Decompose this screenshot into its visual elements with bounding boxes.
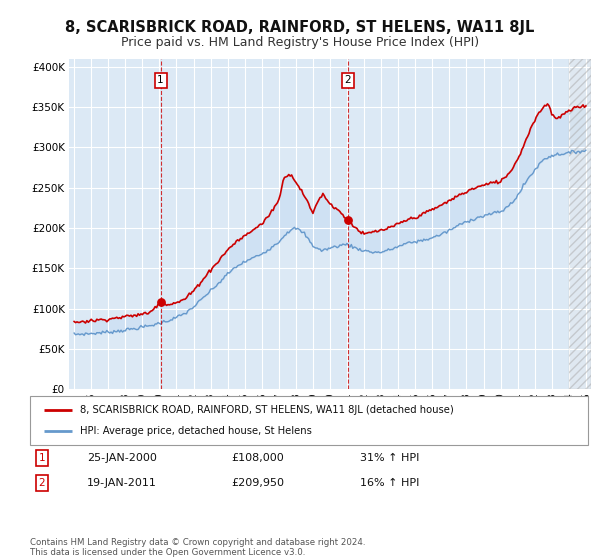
Text: 25-JAN-2000: 25-JAN-2000 (87, 453, 157, 463)
Text: £108,000: £108,000 (231, 453, 284, 463)
Point (156, 298, 166, 307)
Text: 16% ↑ HPI: 16% ↑ HPI (360, 478, 419, 488)
Text: 1: 1 (157, 75, 164, 85)
Text: 31% ↑ HPI: 31% ↑ HPI (360, 453, 419, 463)
Text: 2: 2 (344, 75, 351, 85)
Text: 2: 2 (38, 478, 46, 488)
Point (343, 216, 353, 225)
Text: 8, SCARISBRICK ROAD, RAINFORD, ST HELENS, WA11 8JL (detached house): 8, SCARISBRICK ROAD, RAINFORD, ST HELENS… (80, 405, 454, 415)
Text: 8, SCARISBRICK ROAD, RAINFORD, ST HELENS, WA11 8JL: 8, SCARISBRICK ROAD, RAINFORD, ST HELENS… (65, 20, 535, 35)
FancyBboxPatch shape (30, 396, 588, 445)
Text: Contains HM Land Registry data © Crown copyright and database right 2024.
This d: Contains HM Land Registry data © Crown c… (30, 538, 365, 557)
Text: £209,950: £209,950 (231, 478, 284, 488)
Text: HPI: Average price, detached house, St Helens: HPI: Average price, detached house, St H… (80, 426, 312, 436)
Text: 19-JAN-2011: 19-JAN-2011 (87, 478, 157, 488)
Text: 1: 1 (38, 453, 46, 463)
Text: Price paid vs. HM Land Registry's House Price Index (HPI): Price paid vs. HM Land Registry's House … (121, 36, 479, 49)
